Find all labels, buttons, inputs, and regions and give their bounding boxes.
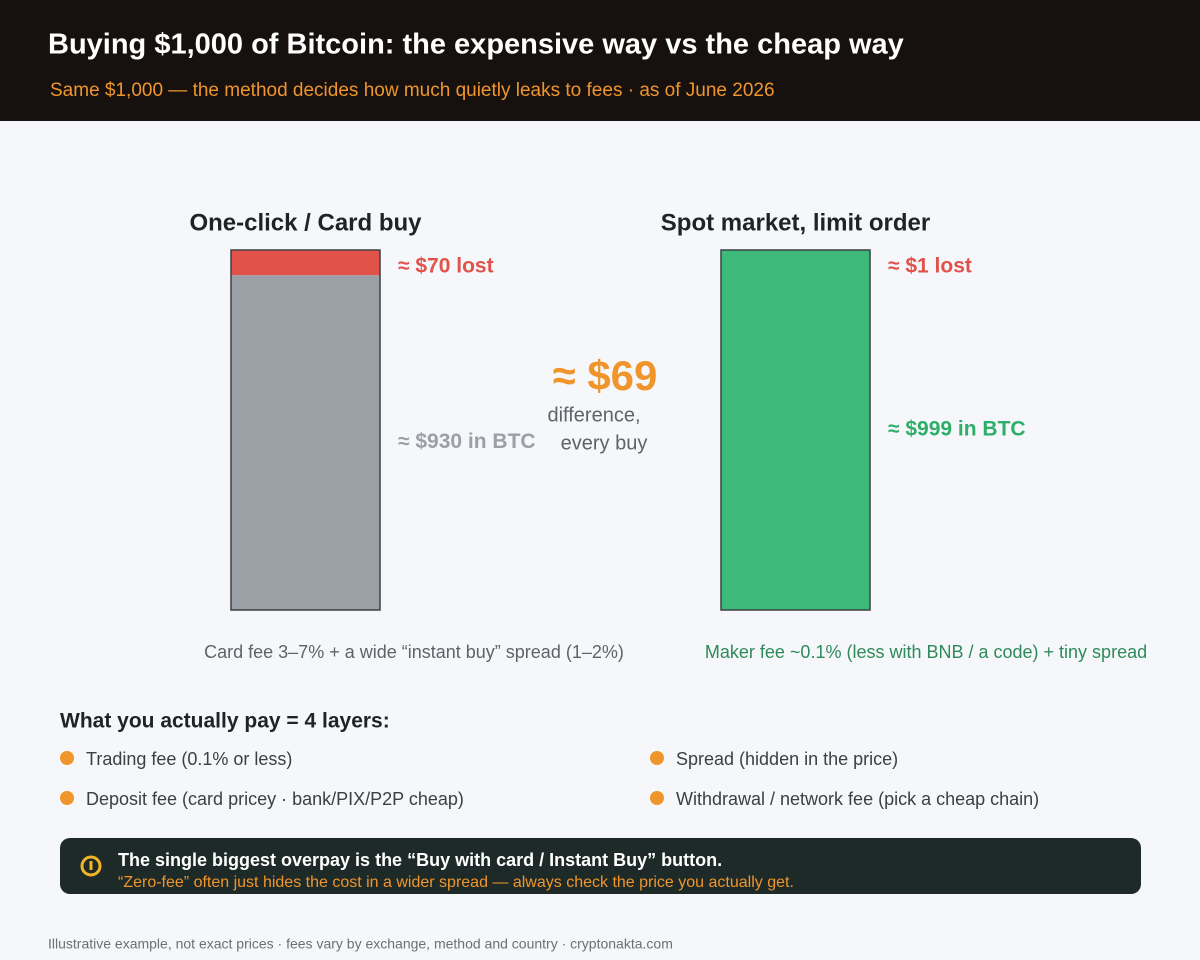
callout-box bbox=[60, 838, 1141, 894]
difference-value: ≈ $69 bbox=[553, 352, 658, 399]
value-label: ≈ $70 lost bbox=[398, 255, 494, 278]
layer-item: Trading fee (0.1% or less) bbox=[86, 749, 292, 769]
value-label: ≈ $999 in BTC bbox=[888, 418, 1026, 441]
bar-note: Card fee 3–7% + a wide “instant buy” spr… bbox=[204, 642, 624, 662]
bar-title: Spot market, limit order bbox=[661, 209, 930, 236]
bullet bbox=[60, 751, 74, 765]
bullet bbox=[650, 791, 664, 805]
bar-title: One-click / Card buy bbox=[189, 209, 422, 236]
callout-title: The single biggest overpay is the “Buy w… bbox=[118, 850, 722, 870]
header-bar bbox=[0, 0, 1200, 121]
bar-segment bbox=[721, 250, 870, 611]
bar-note: Maker fee ~0.1% (less with BNB / a code)… bbox=[705, 642, 1147, 662]
layer-item: Spread (hidden in the price) bbox=[676, 749, 898, 769]
callout-icon bbox=[80, 855, 102, 877]
footer: Illustrative example, not exact prices ·… bbox=[48, 936, 673, 952]
callout-text: “Zero-fee” often just hides the cost in … bbox=[118, 874, 794, 891]
difference-caption: every buy bbox=[561, 432, 648, 454]
bar-segment bbox=[231, 250, 380, 276]
value-label: ≈ $1 lost bbox=[888, 255, 972, 278]
subtitle: Same $1,000 — the method decides how muc… bbox=[50, 80, 775, 101]
bar-segment bbox=[231, 275, 380, 610]
bar-outline bbox=[230, 249, 381, 611]
bullet bbox=[60, 791, 74, 805]
bullet bbox=[650, 751, 664, 765]
value-label: ≈ $930 in BTC bbox=[398, 430, 536, 453]
title: Buying $1,000 of Bitcoin: the expensive … bbox=[48, 29, 904, 61]
bar-outline bbox=[720, 249, 871, 611]
difference-caption: difference, bbox=[547, 404, 640, 426]
layers-title: What you actually pay = 4 layers: bbox=[60, 710, 390, 733]
layer-item: Withdrawal / network fee (pick a cheap c… bbox=[676, 789, 1039, 809]
layer-item: Deposit fee (card pricey · bank/PIX/P2P … bbox=[86, 789, 464, 809]
